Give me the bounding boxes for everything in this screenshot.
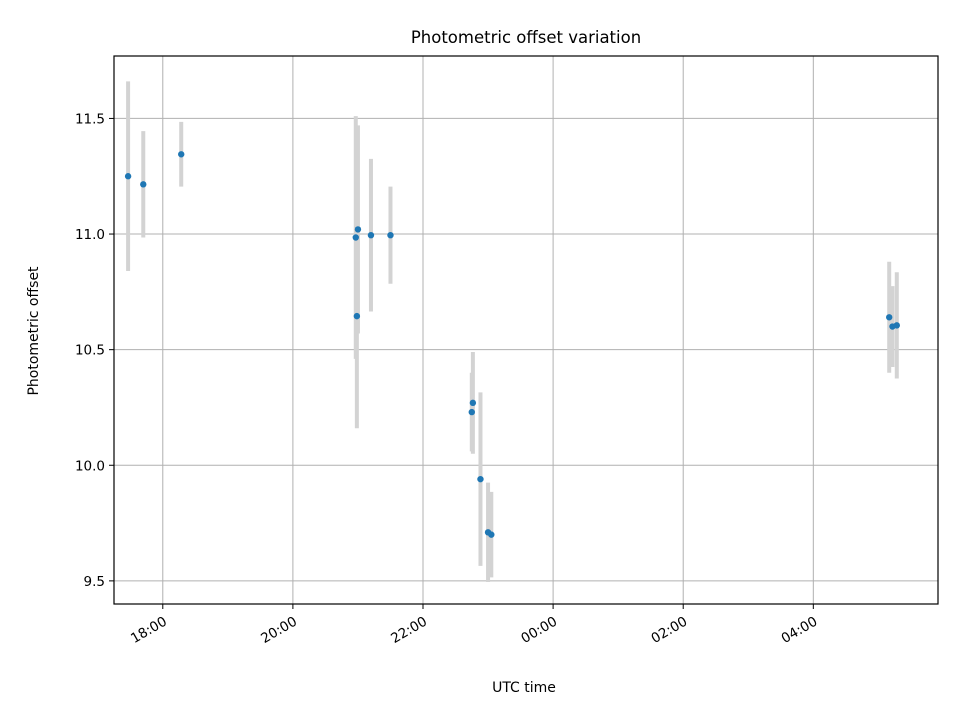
plot-area-frame (113, 55, 939, 605)
y-tick-label: 9.5 (84, 574, 105, 590)
data-point (886, 314, 893, 321)
x-tick-label: 04:00 (779, 614, 821, 647)
x-tick-label: 20:00 (258, 614, 300, 647)
data-point (488, 531, 495, 538)
data-point (352, 234, 359, 241)
data-point (124, 173, 132, 180)
x-tick-label: 02:00 (649, 614, 691, 647)
chart-title: Photometric offset variation (411, 28, 641, 47)
y-axis-label: Photometric offset (26, 266, 42, 396)
y-tick-label: 11.5 (75, 111, 105, 127)
data-points (124, 151, 900, 538)
x-axis-ticks: 18:00 20:00 22:00 00:00 02:00 04:00 (128, 604, 820, 647)
data-point (353, 312, 361, 320)
data-point (178, 151, 185, 158)
y-tick-label: 10.0 (75, 458, 105, 474)
data-point (367, 231, 375, 239)
error-bars (126, 81, 899, 583)
y-tick-label: 11.0 (75, 227, 105, 243)
x-axis-label: UTC time (492, 680, 556, 696)
data-point (387, 231, 394, 239)
data-point (893, 322, 900, 329)
data-point (469, 399, 477, 407)
x-tick-label: 00:00 (518, 614, 560, 647)
x-tick-label: 18:00 (128, 614, 170, 647)
y-tick-label: 10.5 (75, 343, 105, 359)
y-axis-ticks: 9.5 10.0 10.5 11.0 11.5 (75, 111, 114, 590)
x-tick-label: 22:00 (388, 614, 430, 647)
data-point (477, 475, 484, 483)
data-point (354, 226, 362, 233)
data-point (140, 181, 147, 188)
data-point (468, 408, 475, 416)
grid (114, 56, 938, 604)
